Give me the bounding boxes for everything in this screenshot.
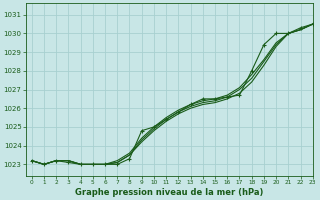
X-axis label: Graphe pression niveau de la mer (hPa): Graphe pression niveau de la mer (hPa)	[75, 188, 263, 197]
